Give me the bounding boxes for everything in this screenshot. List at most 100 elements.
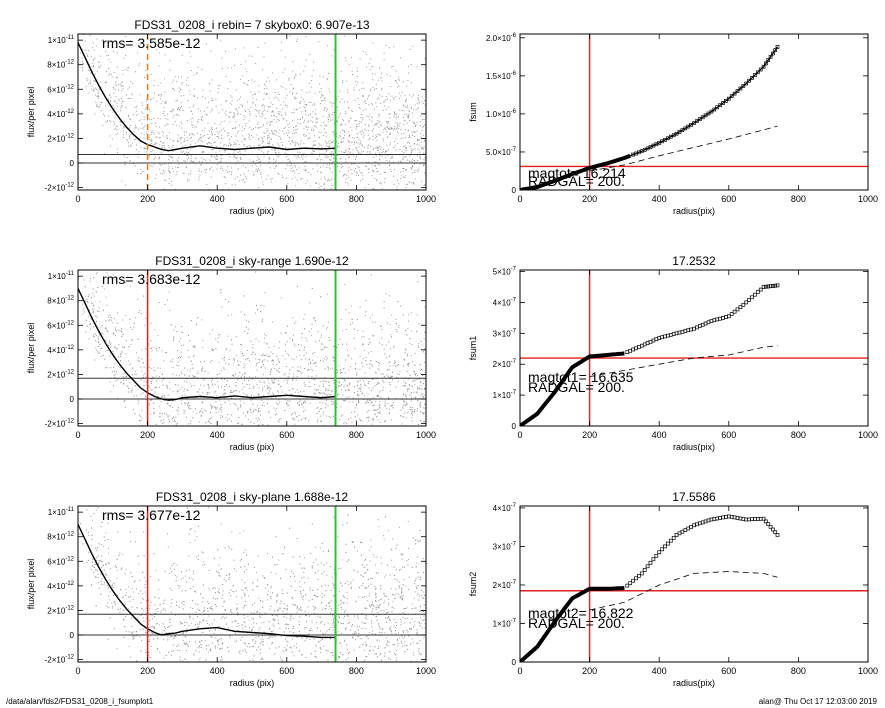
- fsum-markers: [625, 283, 780, 354]
- fsum-marker: [660, 547, 664, 552]
- chart-panel-3: rms= 3.683e-12 0 200 400 600 800 1000 1×10-11 8×…: [26, 254, 436, 452]
- y-tick-label: 8×10-12: [47, 296, 74, 306]
- x-tick-label: 400: [210, 666, 225, 676]
- fsum-marker: [726, 96, 731, 101]
- fsum-marker: [706, 518, 711, 523]
- fsum-marker: [735, 307, 740, 312]
- y-tick-label: 1×10-11: [48, 271, 75, 281]
- y-tick-label: 1×10-7: [493, 390, 517, 400]
- fsum-marker: [703, 113, 708, 118]
- scatter-points: [79, 506, 426, 662]
- fsum-marker: [729, 312, 734, 316]
- fsum-marker: [735, 89, 740, 93]
- fsum-marker: [773, 48, 778, 53]
- magtot-label: magtot2= 16.822: [528, 605, 634, 621]
- fsum-marker: [764, 284, 768, 289]
- x-tick-label: 1000: [858, 430, 878, 440]
- fsum-marker: [744, 300, 749, 305]
- fsum-marker: [753, 73, 757, 77]
- y-tick-label: 6×10-12: [47, 556, 74, 566]
- x-tick-label: 800: [791, 430, 806, 440]
- x-tick-label: 400: [652, 666, 667, 676]
- fsum-marker: [657, 550, 662, 555]
- fsum-marker: [761, 285, 766, 289]
- fsum-marker: [750, 295, 754, 300]
- plot-area: [520, 270, 868, 426]
- axes-frame: [77, 505, 427, 663]
- y-tick-label: 3×10-7: [493, 541, 517, 551]
- fsum-marker: [741, 84, 746, 88]
- x-tick-label: 200: [582, 430, 597, 440]
- x-axis-label: radius (pix): [230, 442, 275, 452]
- chart-panel-1: rms= 3.585e-12 0 200 400 600 800 1000 1×10-11 8×…: [26, 18, 436, 216]
- y-tick-label: 5.0×10-7: [486, 147, 517, 157]
- fsum-marker: [768, 524, 773, 529]
- fsum-marker: [651, 557, 656, 562]
- chart-title: FDS31_0208_i sky-range 1.690e-12: [155, 254, 349, 268]
- fsum-marker: [761, 64, 766, 69]
- x-tick-label: 1000: [858, 666, 878, 676]
- fsum-marker: [648, 560, 653, 565]
- x-tick-label: 200: [140, 194, 155, 204]
- x-tick-label: 600: [279, 430, 294, 440]
- fsum-marker: [628, 581, 633, 586]
- y-tick-label: -2×10-12: [45, 655, 75, 665]
- fsum-marker: [625, 583, 630, 588]
- fsum-marker: [625, 350, 630, 354]
- fsum-marker: [642, 568, 647, 572]
- y-tick-label: 2×10-7: [493, 359, 517, 369]
- fsum-marker: [721, 316, 725, 320]
- fsum-marker: [663, 334, 667, 339]
- x-tick-label: 1000: [416, 194, 436, 204]
- fsum-marker: [648, 339, 653, 344]
- fsum-marker: [766, 522, 771, 526]
- fsum-marker: [773, 283, 778, 288]
- y-tick-label: 4×10-12: [47, 581, 74, 591]
- fsum-marker: [692, 326, 696, 331]
- chart-title: FDS31_0208_i sky-plane 1.688e-12: [156, 490, 348, 504]
- fsum-marker: [721, 515, 725, 520]
- fsum-marker: [666, 541, 670, 546]
- fsum-marker: [761, 516, 766, 521]
- fsum-marker: [750, 517, 754, 522]
- x-tick-label: 400: [652, 430, 667, 440]
- x-tick-label: 800: [791, 666, 806, 676]
- y-tick-label: 1×10-11: [48, 35, 75, 45]
- x-tick-label: 600: [279, 194, 294, 204]
- fsum-marker: [732, 309, 737, 314]
- y-tick-label: 6×10-12: [47, 84, 74, 94]
- fsum-curve: [520, 46, 778, 190]
- radial-profile-line: [78, 524, 336, 639]
- y-tick-label: 2×10-12: [47, 369, 74, 379]
- footer-path: /data/alan/fds2/FDS31_0208_i_fsumplot1: [6, 697, 154, 706]
- fsum-marker: [750, 76, 754, 80]
- x-tick-label: 400: [210, 194, 225, 204]
- y-tick-label: 0: [70, 395, 75, 404]
- fsum-marker: [764, 61, 768, 66]
- fsum-marker: [766, 284, 771, 289]
- rms-label: rms= 3.677e-12: [102, 507, 201, 523]
- y-tick-label: 6×10-12: [47, 320, 74, 330]
- y-tick-label: 0: [70, 631, 75, 640]
- radgal-label: RADGAL= 200.: [528, 379, 625, 395]
- y-tick-label: 4×10-12: [47, 109, 74, 119]
- y-tick-label: 8×10-12: [47, 60, 74, 70]
- fsum-marker: [726, 314, 731, 319]
- fsum-markers: [631, 45, 780, 157]
- plot-area: [520, 34, 868, 190]
- x-tick-label: 200: [582, 666, 597, 676]
- radgal-label: RADGAL= 200.: [528, 615, 625, 631]
- y-tick-label: 0: [70, 159, 75, 168]
- fsum-marker: [692, 523, 696, 528]
- plot-area: [78, 34, 426, 190]
- fsum-curve-inner: [520, 586, 625, 662]
- fsum-marker: [729, 94, 734, 98]
- dashed-curve: [589, 571, 778, 611]
- x-tick-label: 200: [140, 666, 155, 676]
- radial-profile-line: [78, 288, 336, 401]
- fsum-marker: [753, 292, 757, 297]
- y-tick-label: 3×10-7: [493, 328, 517, 338]
- x-tick-label: 600: [721, 194, 736, 204]
